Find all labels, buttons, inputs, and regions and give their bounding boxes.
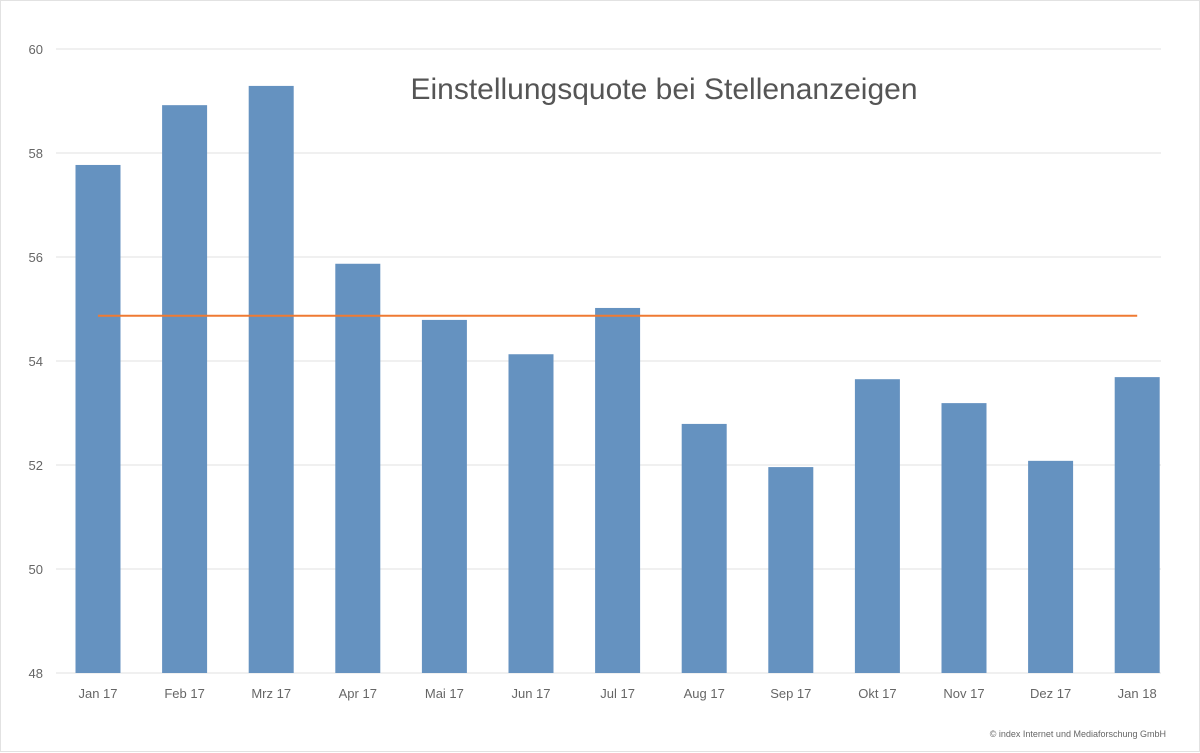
y-tick-label: 50 (29, 562, 43, 577)
x-tick-label: Sep 17 (770, 686, 811, 701)
bar (162, 105, 208, 673)
y-tick-label: 54 (29, 354, 43, 369)
x-tick-label: Jan 18 (1118, 686, 1157, 701)
x-tick-label: Apr 17 (339, 686, 377, 701)
x-tick-label: Feb 17 (164, 686, 204, 701)
y-tick-label: 58 (29, 146, 43, 161)
bar (508, 354, 554, 673)
bar (421, 319, 467, 673)
y-tick-label: 52 (29, 458, 43, 473)
x-tick-label: Aug 17 (684, 686, 725, 701)
x-tick-label: Mrz 17 (251, 686, 291, 701)
x-tick-label: Jan 17 (78, 686, 117, 701)
bar (75, 164, 121, 673)
x-tick-label: Jul 17 (600, 686, 635, 701)
bar (681, 423, 727, 673)
bar (335, 263, 381, 673)
bar (248, 85, 294, 674)
bar (854, 379, 900, 673)
chart-title: Einstellungsquote bei Stellenanzeigen (410, 73, 917, 106)
y-tick-label: 48 (29, 666, 43, 681)
bar (1028, 460, 1074, 673)
bar (768, 467, 814, 673)
bar (1114, 377, 1160, 673)
y-tick-label: 56 (29, 250, 43, 265)
bar (941, 403, 987, 673)
copyright-credit: © index Internet und Mediaforschung GmbH (990, 729, 1166, 739)
x-tick-label: Nov 17 (943, 686, 984, 701)
x-tick-label: Jun 17 (511, 686, 550, 701)
x-tick-label: Mai 17 (425, 686, 464, 701)
y-tick-label: 60 (29, 42, 43, 57)
x-tick-label: Okt 17 (858, 686, 896, 701)
x-tick-label: Dez 17 (1030, 686, 1071, 701)
bar (595, 307, 641, 673)
